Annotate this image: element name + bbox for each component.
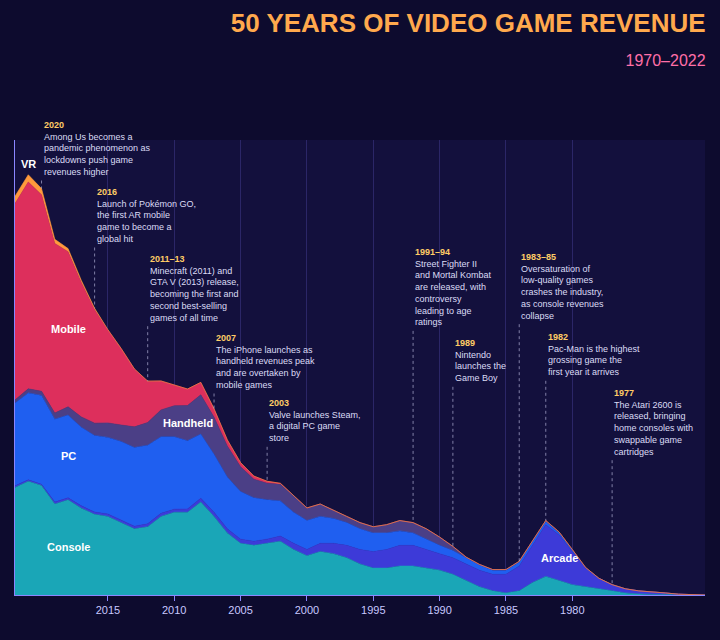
svg-text:2015: 2015 — [96, 604, 120, 616]
svg-text:1990: 1990 — [427, 604, 451, 616]
svg-text:1983–85Oversaturation oflow-qu: 1983–85Oversaturation oflow-quality game… — [521, 252, 604, 321]
svg-text:50 YEARS OF VIDEO GAME REVENUE: 50 YEARS OF VIDEO GAME REVENUE1970–2022 — [231, 8, 706, 69]
svg-text:1989Nintendolaunches theGame B: 1989Nintendolaunches theGame Boy — [455, 338, 506, 383]
svg-text:2016Launch of Pokémon GO,the f: 2016Launch of Pokémon GO,the first AR mo… — [97, 187, 196, 244]
svg-text:2010: 2010 — [162, 604, 186, 616]
svg-text:Console: Console — [47, 541, 90, 553]
svg-text:2000: 2000 — [295, 604, 319, 616]
svg-text:2011–13Minecraft (2011) andGTA: 2011–13Minecraft (2011) andGTA V (2013) … — [150, 254, 239, 323]
svg-text:1980: 1980 — [560, 604, 584, 616]
svg-text:Arcade: Arcade — [541, 552, 578, 564]
svg-text:2007The iPhone launches ashand: 2007The iPhone launches ashandheld reven… — [216, 333, 315, 390]
svg-text:1991–94Street Fighter IIand Mo: 1991–94Street Fighter IIand Mortal Komba… — [415, 247, 492, 327]
svg-text:VR: VR — [21, 158, 36, 170]
svg-text:Mobile: Mobile — [51, 323, 86, 335]
svg-text:2005: 2005 — [228, 604, 252, 616]
svg-text:Handheld: Handheld — [163, 417, 213, 429]
svg-text:1995: 1995 — [361, 604, 385, 616]
svg-text:2003Valve launches Steam,a dig: 2003Valve launches Steam,a digital PC ga… — [269, 398, 360, 443]
svg-text:1977The Atari 2600 isreleased,: 1977The Atari 2600 isreleased, bringingh… — [614, 388, 693, 457]
svg-text:1985: 1985 — [494, 604, 518, 616]
svg-text:PC: PC — [61, 450, 76, 462]
svg-text:1982Pac-Man is the highestgros: 1982Pac-Man is the highestgrossing game … — [548, 332, 640, 377]
svg-text:2020Among Us becomes apandemic: 2020Among Us becomes apandemic phenomeno… — [44, 120, 151, 177]
